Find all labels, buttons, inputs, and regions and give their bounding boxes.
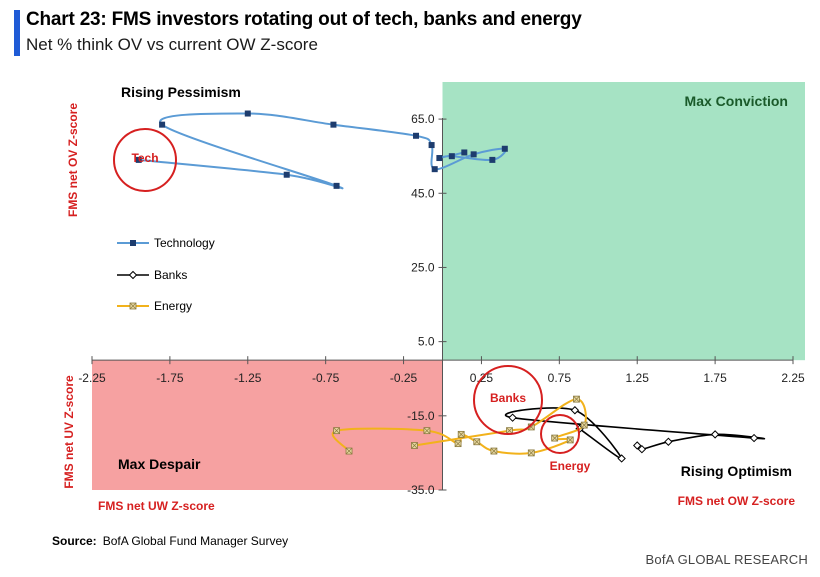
quadrant-label-max-despair: Max Despair xyxy=(118,456,201,472)
banks-point xyxy=(749,433,759,443)
technology-point xyxy=(244,110,251,117)
technology-point xyxy=(333,182,340,189)
banks-point xyxy=(637,444,647,454)
x-tick-label: -1.75 xyxy=(156,371,184,385)
series-layer xyxy=(135,110,765,463)
technology-point xyxy=(436,155,443,162)
energy-point-hatch xyxy=(581,421,588,429)
x-tick-label: -2.25 xyxy=(78,371,106,385)
banks-point xyxy=(664,437,673,446)
banks-legend-label: Banks xyxy=(154,268,187,282)
banks-point xyxy=(128,270,138,280)
technology-point xyxy=(461,149,468,156)
axes: -2.25 -1.75 -1.25 -0.75 -0.25 0.25 0.75 1.25 1.7… xyxy=(78,112,805,497)
technology-legend-label: Technology xyxy=(154,236,215,250)
banks-point xyxy=(570,406,580,415)
labels-layer: Rising Pessimism Max Conviction Max Despai… xyxy=(62,84,795,513)
energy-point-hatch xyxy=(345,447,353,455)
banks-series xyxy=(504,406,765,463)
energy-point-hatch xyxy=(528,423,535,431)
technology-point xyxy=(413,132,420,139)
x-tick-label: 2.25 xyxy=(781,371,805,385)
energy-legend-label: Energy xyxy=(154,299,192,313)
technology-point xyxy=(159,121,166,128)
energy-highlight-circle xyxy=(540,414,580,454)
chart-title: Chart 23: FMS investors rotating out of … xyxy=(26,9,582,30)
y-tick-label: 65.0 xyxy=(411,112,435,126)
energy-point-hatch xyxy=(506,427,513,434)
y-tick-label: 45.0 xyxy=(411,186,435,200)
banks-point xyxy=(508,413,517,422)
x-axis-title-ow: FMS net OW Z-score xyxy=(678,494,796,508)
x-axis-title-uw: FMS net UW Z-score xyxy=(98,499,215,513)
technology-point xyxy=(489,156,496,163)
x-tick-label: -0.25 xyxy=(390,371,418,385)
energy-annotation: Energy xyxy=(550,459,591,473)
title-accent-bar xyxy=(14,10,20,56)
technology-point xyxy=(448,153,455,160)
x-tick-label: -0.75 xyxy=(312,371,340,385)
energy-point-hatch xyxy=(566,436,574,444)
quadrant-label-rising-pessimism: Rising Pessimism xyxy=(121,84,241,100)
x-tick-label: 1.75 xyxy=(703,371,727,385)
source-label: Source: xyxy=(52,534,97,548)
max-conviction-region xyxy=(442,82,805,361)
banks-line xyxy=(504,407,765,460)
technology-point xyxy=(428,142,435,149)
energy-point-hatch xyxy=(411,442,418,449)
x-tick-label: 1.25 xyxy=(626,371,650,385)
banks-point xyxy=(710,430,720,439)
technology-point xyxy=(501,145,508,152)
x-tick-label: 0.75 xyxy=(548,371,572,385)
y-axis-title-ov: FMS net OV Z-score xyxy=(66,103,80,217)
energy-point-hatch xyxy=(457,431,465,438)
energy-series xyxy=(331,395,588,457)
tech-highlight-circle xyxy=(113,128,177,192)
technology-point xyxy=(330,121,337,128)
y-tick-label: 25.0 xyxy=(411,260,435,274)
banks-point xyxy=(633,441,642,450)
chart-subtitle: Net % think OV vs current OW Z-score xyxy=(26,35,318,54)
energy-point-hatch xyxy=(551,434,558,442)
technology-point xyxy=(470,151,477,158)
technology-point xyxy=(130,240,136,246)
energy-point-hatch xyxy=(333,427,340,434)
y-tick-label: -35.0 xyxy=(407,483,435,497)
energy-point-hatch xyxy=(528,449,535,457)
energy-point-hatch xyxy=(454,440,462,447)
technology-point xyxy=(431,166,438,173)
energy-point-hatch xyxy=(423,427,431,434)
y-tick-label: -15.0 xyxy=(407,409,435,423)
x-tick-label: -1.25 xyxy=(234,371,262,385)
energy-point-hatch xyxy=(473,438,481,446)
y-tick-label: 5.0 xyxy=(418,335,435,349)
technology-series xyxy=(135,110,508,190)
source-note: Source: BofA Global Fund Manager Survey xyxy=(52,534,288,548)
y-axis-title-uv: FMS net UV Z-score xyxy=(62,375,76,489)
banks-highlight-circle xyxy=(473,365,543,435)
source-text: BofA Global Fund Manager Survey xyxy=(102,534,289,548)
energy-point-hatch xyxy=(573,395,580,403)
banks-annotation: Banks xyxy=(490,391,526,405)
research-credit: BofA GLOBAL RESEARCH xyxy=(645,552,808,567)
energy-point-hatch xyxy=(490,447,498,455)
quadrant-label-max-conviction: Max Conviction xyxy=(685,93,788,109)
technology-point xyxy=(283,171,290,178)
tech-annotation: Tech xyxy=(131,151,158,165)
technology-point xyxy=(135,156,142,163)
banks-point xyxy=(617,454,626,463)
max-despair-region xyxy=(92,360,443,490)
legend: Technology Banks Energy xyxy=(117,236,215,313)
quadrant-label-rising-optimism: Rising Optimism xyxy=(681,463,792,479)
energy-point-hatch xyxy=(129,302,137,310)
